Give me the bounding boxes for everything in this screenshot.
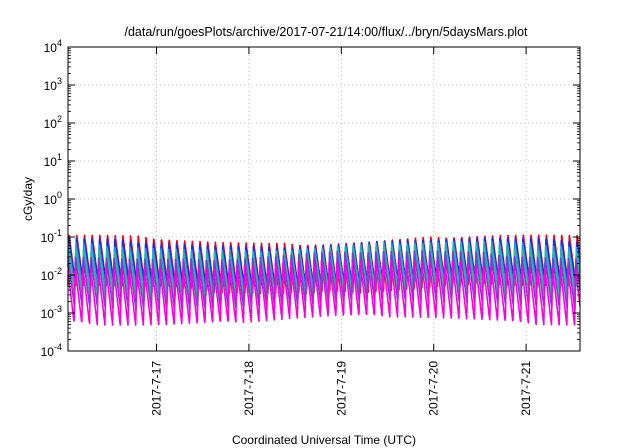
x-tick-label: 2017-7-21 bbox=[519, 361, 533, 416]
x-tick-label: 2017-7-20 bbox=[427, 361, 441, 416]
series-line-5 bbox=[67, 250, 581, 311]
y-tick-label: 104 bbox=[44, 38, 62, 55]
y-tick-label: 101 bbox=[44, 152, 62, 169]
series-line-6 bbox=[67, 259, 581, 326]
x-tick-label: 2017-7-18 bbox=[242, 361, 256, 416]
y-tick-label: 10-4 bbox=[41, 342, 62, 359]
x-tick-label: 2017-7-17 bbox=[150, 361, 164, 416]
x-axis-label: Coordinated Universal Time (UTC) bbox=[232, 433, 416, 447]
x-tick-label: 2017-7-19 bbox=[334, 361, 348, 416]
y-tick-label: 10-1 bbox=[41, 228, 62, 245]
y-tick-label: 103 bbox=[44, 76, 62, 93]
y-tick-label: 102 bbox=[44, 114, 62, 131]
chart-title: /data/run/goesPlots/archive/2017-07-21/1… bbox=[124, 25, 528, 39]
series-line-4 bbox=[67, 244, 581, 303]
x-axis: 2017-7-17 2017-7-18 2017-7-19 2017-7-20 2017… bbox=[150, 47, 533, 416]
y-tick-label: 100 bbox=[44, 190, 62, 207]
y-tick-label: 10-3 bbox=[41, 304, 62, 321]
y-axis-label: cGy/day bbox=[21, 177, 35, 221]
y-axis: 10-4 10-3 10-2 10-1 100 101 102 103 104 bbox=[41, 38, 580, 359]
y-tick-label: 10-2 bbox=[41, 266, 62, 283]
series-layer bbox=[67, 234, 581, 326]
